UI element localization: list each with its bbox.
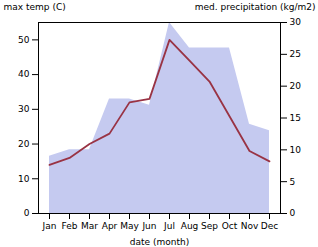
svg-text:med. precipitation (kg/m2): med. precipitation (kg/m2)	[195, 2, 316, 12]
svg-text:40: 40	[18, 69, 30, 79]
svg-text:10: 10	[290, 145, 302, 155]
svg-text:30: 30	[18, 104, 30, 114]
svg-text:Jan: Jan	[42, 221, 57, 231]
svg-text:Jun: Jun	[141, 221, 156, 231]
svg-text:Jul: Jul	[163, 221, 175, 231]
svg-text:5: 5	[290, 177, 296, 187]
svg-text:50: 50	[18, 35, 30, 45]
svg-text:max temp (C): max temp (C)	[4, 2, 66, 12]
svg-text:Sep: Sep	[201, 221, 218, 231]
svg-text:Apr: Apr	[102, 221, 118, 231]
svg-text:Feb: Feb	[62, 221, 78, 231]
svg-text:15: 15	[290, 113, 301, 123]
svg-text:0: 0	[24, 208, 30, 218]
svg-text:May: May	[120, 221, 139, 231]
svg-text:Mar: Mar	[81, 221, 98, 231]
svg-text:Nov: Nov	[241, 221, 259, 231]
svg-text:30: 30	[290, 17, 302, 27]
svg-text:date (month): date (month)	[130, 237, 189, 247]
svg-text:Aug: Aug	[181, 221, 199, 231]
svg-text:Dec: Dec	[261, 221, 278, 231]
svg-text:25: 25	[290, 49, 301, 59]
svg-text:20: 20	[290, 81, 302, 91]
svg-text:20: 20	[18, 139, 30, 149]
svg-text:Oct: Oct	[222, 221, 238, 231]
svg-text:10: 10	[18, 174, 30, 184]
svg-text:0: 0	[290, 208, 296, 218]
